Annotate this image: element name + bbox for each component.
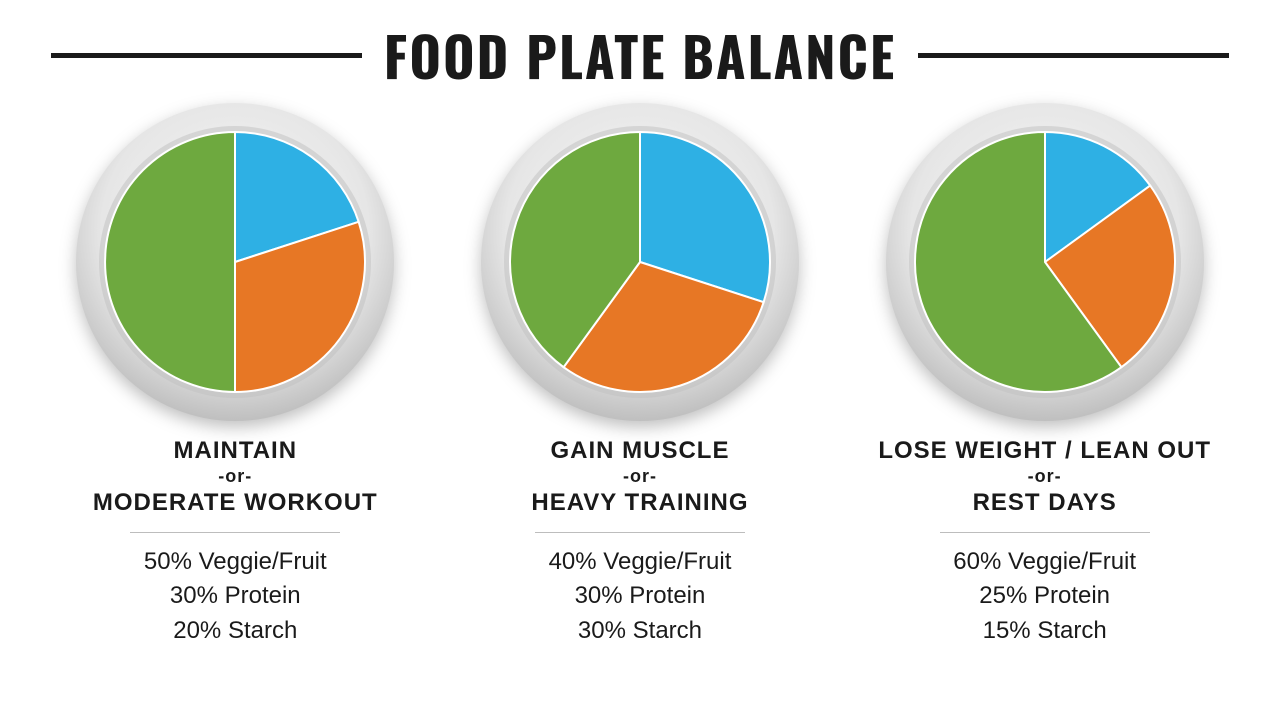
breakdown-row: 20% Starch — [40, 614, 430, 649]
divider — [940, 532, 1150, 533]
page-title: FOOD PLATE BALANCE — [362, 28, 918, 82]
title-rule-left — [51, 53, 362, 58]
pie-icon — [480, 102, 800, 422]
plate-title-line1: LOSE WEIGHT / LEAN OUT — [850, 436, 1240, 466]
title-rule-right — [918, 53, 1229, 58]
pie-icon — [75, 102, 395, 422]
cat: Starch — [228, 617, 297, 644]
plate-title-line2: MODERATE WORKOUT — [40, 488, 430, 518]
pct: 30% — [575, 582, 623, 609]
plate-lose-breakdown: 60% Veggie/Fruit 25% Protein 15% Starch — [850, 545, 1240, 649]
pct: 60% — [953, 548, 1001, 575]
breakdown-row: 60% Veggie/Fruit — [850, 545, 1240, 580]
plate-maintain-breakdown: 50% Veggie/Fruit 30% Protein 20% Starch — [40, 545, 430, 649]
breakdown-row: 30% Starch — [445, 614, 835, 649]
divider — [130, 532, 340, 533]
plate-or: -or- — [850, 466, 1240, 488]
title-row: FOOD PLATE BALANCE — [51, 28, 1229, 82]
cat: Veggie/Fruit — [199, 548, 327, 575]
plate-gain-breakdown: 40% Veggie/Fruit 30% Protein 30% Starch — [445, 545, 835, 649]
cat: Veggie/Fruit — [1008, 548, 1136, 575]
pct: 30% — [170, 582, 218, 609]
pct: 15% — [983, 617, 1031, 644]
cat: Veggie/Fruit — [603, 548, 731, 575]
cat: Protein — [1034, 582, 1110, 609]
plate-or: -or- — [40, 466, 430, 488]
plate-title-line2: HEAVY TRAINING — [445, 488, 835, 518]
cat: Starch — [1037, 617, 1106, 644]
plate-maintain-chart — [75, 102, 395, 422]
plate-lose-labels: LOSE WEIGHT / LEAN OUT -or- REST DAYS 60… — [850, 436, 1240, 649]
cat: Starch — [633, 617, 702, 644]
pct: 40% — [549, 548, 597, 575]
plate-title-line1: MAINTAIN — [40, 436, 430, 466]
plate-lose-chart — [885, 102, 1205, 422]
cat: Protein — [225, 582, 301, 609]
pct: 30% — [578, 617, 626, 644]
breakdown-row: 15% Starch — [850, 614, 1240, 649]
plate-title-line1: GAIN MUSCLE — [445, 436, 835, 466]
plate-lose: LOSE WEIGHT / LEAN OUT -or- REST DAYS 60… — [850, 102, 1240, 649]
pct: 25% — [979, 582, 1027, 609]
plate-title-line2: REST DAYS — [850, 488, 1240, 518]
divider — [535, 532, 745, 533]
cat: Protein — [629, 582, 705, 609]
breakdown-row: 40% Veggie/Fruit — [445, 545, 835, 580]
plate-or: -or- — [445, 466, 835, 488]
breakdown-row: 30% Protein — [445, 579, 835, 614]
plate-gain-chart — [480, 102, 800, 422]
plate-maintain: MAINTAIN -or- MODERATE WORKOUT 50% Veggi… — [40, 102, 430, 649]
plates-row: MAINTAIN -or- MODERATE WORKOUT 50% Veggi… — [26, 102, 1255, 649]
breakdown-row: 50% Veggie/Fruit — [40, 545, 430, 580]
breakdown-row: 25% Protein — [850, 579, 1240, 614]
pct: 50% — [144, 548, 192, 575]
plate-maintain-labels: MAINTAIN -or- MODERATE WORKOUT 50% Veggi… — [40, 436, 430, 649]
pct: 20% — [173, 617, 221, 644]
breakdown-row: 30% Protein — [40, 579, 430, 614]
pie-icon — [885, 102, 1205, 422]
plate-gain: GAIN MUSCLE -or- HEAVY TRAINING 40% Vegg… — [445, 102, 835, 649]
page: FOOD PLATE BALANCE MAINTAIN -or- MODERAT… — [0, 0, 1280, 720]
plate-gain-labels: GAIN MUSCLE -or- HEAVY TRAINING 40% Vegg… — [445, 436, 835, 649]
